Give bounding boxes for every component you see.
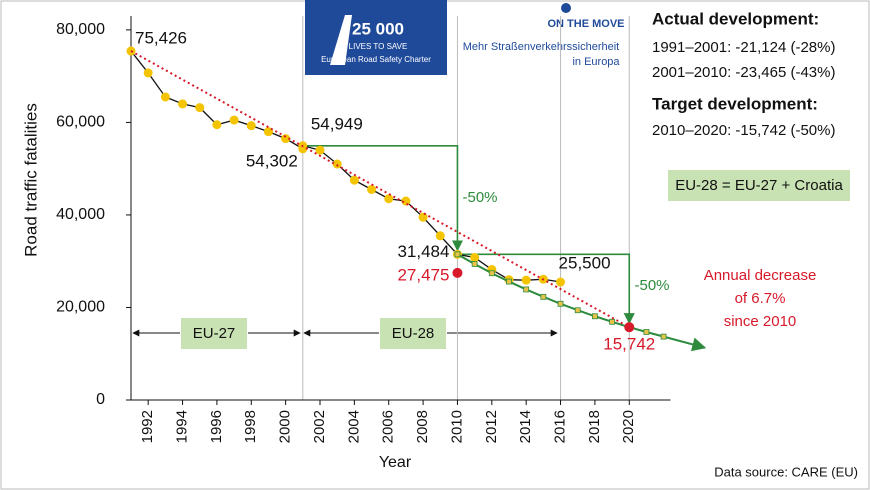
y-tick-label: 60,000 [56,114,105,131]
y-tick-label: 20,000 [56,299,105,316]
point [246,121,256,131]
info-title: Target development: [652,94,818,113]
data-label: 27,475 [397,265,449,284]
x-tick-label: 2016 [552,410,569,443]
data-label: 31,484 [397,242,449,261]
step-line [457,253,635,325]
point [470,253,480,263]
data-label: 54,949 [311,114,363,133]
logo-box [305,0,447,75]
x-tick-label: 2002 [311,410,328,443]
point [556,277,566,287]
point [143,68,153,78]
step-label: -50% [634,277,669,294]
x-axis-label: Year [379,454,412,471]
info-line: 2001–2010: -23,465 (-43%) [652,64,835,81]
point [435,231,445,241]
point [557,300,564,307]
series-line [302,145,561,283]
point [332,159,342,169]
point [592,313,598,320]
point [160,92,170,102]
period-label: EU-27 [193,325,236,342]
series-line [130,50,304,150]
y-tick-label: 80,000 [56,21,105,38]
point [471,261,478,267]
x-tick-label: 2004 [345,410,362,443]
x-tick-label: 1996 [208,410,225,443]
info-title: Actual development: [652,9,819,28]
point [178,99,188,109]
note: EU-28 = EU-27 + Croatia [675,177,843,194]
step-label: -50% [462,189,497,206]
point [384,194,394,204]
point [452,267,463,278]
x-tick-label: 1994 [174,410,191,443]
data-label: 54,302 [246,151,298,170]
periods: EU-27 EU-28 [132,318,558,349]
point [401,196,411,206]
point [521,275,531,285]
y-tick-label: 0 [96,391,105,408]
x-tick-label: 1992 [139,410,156,443]
data-label: 75,426 [135,29,187,48]
annotation-line: since 2010 [724,313,797,330]
x-tick-label: 2008 [414,410,431,443]
point [367,184,377,194]
point [506,278,512,285]
x-tick-label: 2006 [380,410,397,443]
point [643,329,650,335]
series-line [130,50,630,329]
point [281,134,291,144]
period-box [181,318,247,349]
x-tick-label: 2014 [517,410,534,443]
point [229,115,239,125]
logo-road [330,15,352,65]
logo-text: Mehr Straßenverkehrssicherheit [463,41,620,53]
point [609,318,615,325]
point [523,286,530,293]
note-box [668,170,850,201]
point [195,103,205,113]
point [574,307,581,314]
logo-icon [561,3,571,13]
point [540,293,547,300]
info-line: 2010–2020: -15,742 (-50%) [652,122,835,139]
annotation-line: of 6.7% [735,290,786,307]
point [212,120,222,130]
info-line: 1991–2001: -21,124 (-28%) [652,39,835,56]
logo-charter: 25 000 LIVES TO SAVE European Road Safet… [305,0,447,75]
point [418,212,428,222]
point [315,145,325,155]
y-tick-label: 40,000 [56,206,105,223]
point [454,251,461,258]
data-label: 15,742 [603,335,655,354]
annotation-line: Annual decrease [704,267,817,284]
x-tick-label: 1998 [242,410,259,443]
data-label: 25,500 [559,254,611,273]
x-tick-label: 2018 [586,410,603,443]
period-label: EU-28 [392,325,435,342]
point [488,270,495,277]
info-panel: Actual development: 1991–2001: -21,124 (… [652,9,850,201]
x-tick-label: 2020 [620,410,637,443]
x-tick-label: 2010 [448,410,465,443]
x-tick-label: 2000 [277,410,294,443]
x-tick-label: 2012 [483,410,500,443]
point [660,333,667,340]
y-axis-label: Road traffic fatalities [21,103,40,257]
logo-text: LIVES TO SAVE [349,42,408,51]
source: Data source: CARE (EU) [714,464,858,479]
logo-text: 25 000 [352,19,404,38]
logo-text: in Europa [572,56,620,68]
logo-move: ON THE MOVE Mehr Straßenverkehrssicherhe… [463,3,625,68]
step-line [302,144,464,252]
point [349,175,359,185]
period-box [380,318,446,349]
annotation: Annual decrease of 6.7% since 2010 [704,267,817,330]
logo-text: European Road Safety Charter [321,55,431,64]
logo-text: ON THE MOVE [547,18,624,30]
point [624,322,635,333]
